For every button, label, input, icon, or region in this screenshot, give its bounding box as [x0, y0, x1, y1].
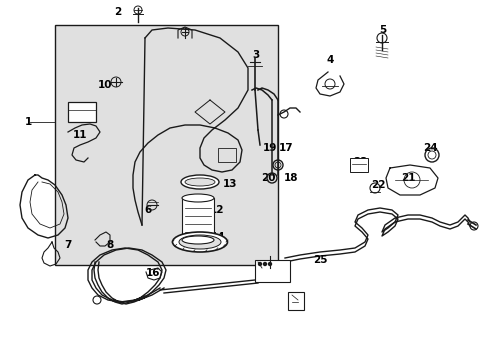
Ellipse shape [179, 235, 221, 249]
Text: 4: 4 [325, 55, 333, 65]
Text: 25: 25 [312, 255, 326, 265]
Ellipse shape [182, 236, 214, 244]
Circle shape [258, 262, 261, 266]
Ellipse shape [181, 175, 219, 189]
Text: 9: 9 [78, 103, 85, 113]
Bar [55, 25, 278, 265]
Text: 20: 20 [260, 173, 275, 183]
Bar [254, 260, 289, 282]
Text: 11: 11 [73, 130, 87, 140]
Text: 21: 21 [400, 173, 414, 183]
Bar [349, 158, 367, 172]
Text: 3: 3 [252, 50, 259, 60]
Circle shape [268, 262, 271, 266]
Text: 17: 17 [278, 143, 293, 153]
Ellipse shape [172, 232, 227, 252]
Text: 12: 12 [209, 205, 224, 215]
Circle shape [263, 262, 266, 266]
Text: 26: 26 [287, 297, 302, 307]
Bar [287, 292, 304, 310]
Text: 22: 22 [370, 180, 385, 190]
Text: 8: 8 [106, 240, 113, 250]
Text: 13: 13 [223, 179, 237, 189]
Text: 19: 19 [262, 143, 277, 153]
Ellipse shape [182, 194, 214, 202]
Text: 15: 15 [270, 265, 285, 275]
Bar [182, 198, 214, 240]
Text: 7: 7 [64, 240, 72, 250]
Text: 10: 10 [98, 80, 112, 90]
Ellipse shape [184, 178, 215, 186]
Text: 23: 23 [352, 157, 366, 167]
Text: 24: 24 [422, 143, 436, 153]
Text: 14: 14 [210, 232, 225, 242]
Text: 5: 5 [379, 25, 386, 35]
Bar [218, 148, 236, 162]
Text: 1: 1 [24, 117, 32, 127]
Bar [68, 102, 96, 122]
Text: 2: 2 [114, 7, 122, 17]
Text: 16: 16 [145, 268, 160, 278]
Text: 18: 18 [283, 173, 298, 183]
Text: 6: 6 [144, 205, 151, 215]
